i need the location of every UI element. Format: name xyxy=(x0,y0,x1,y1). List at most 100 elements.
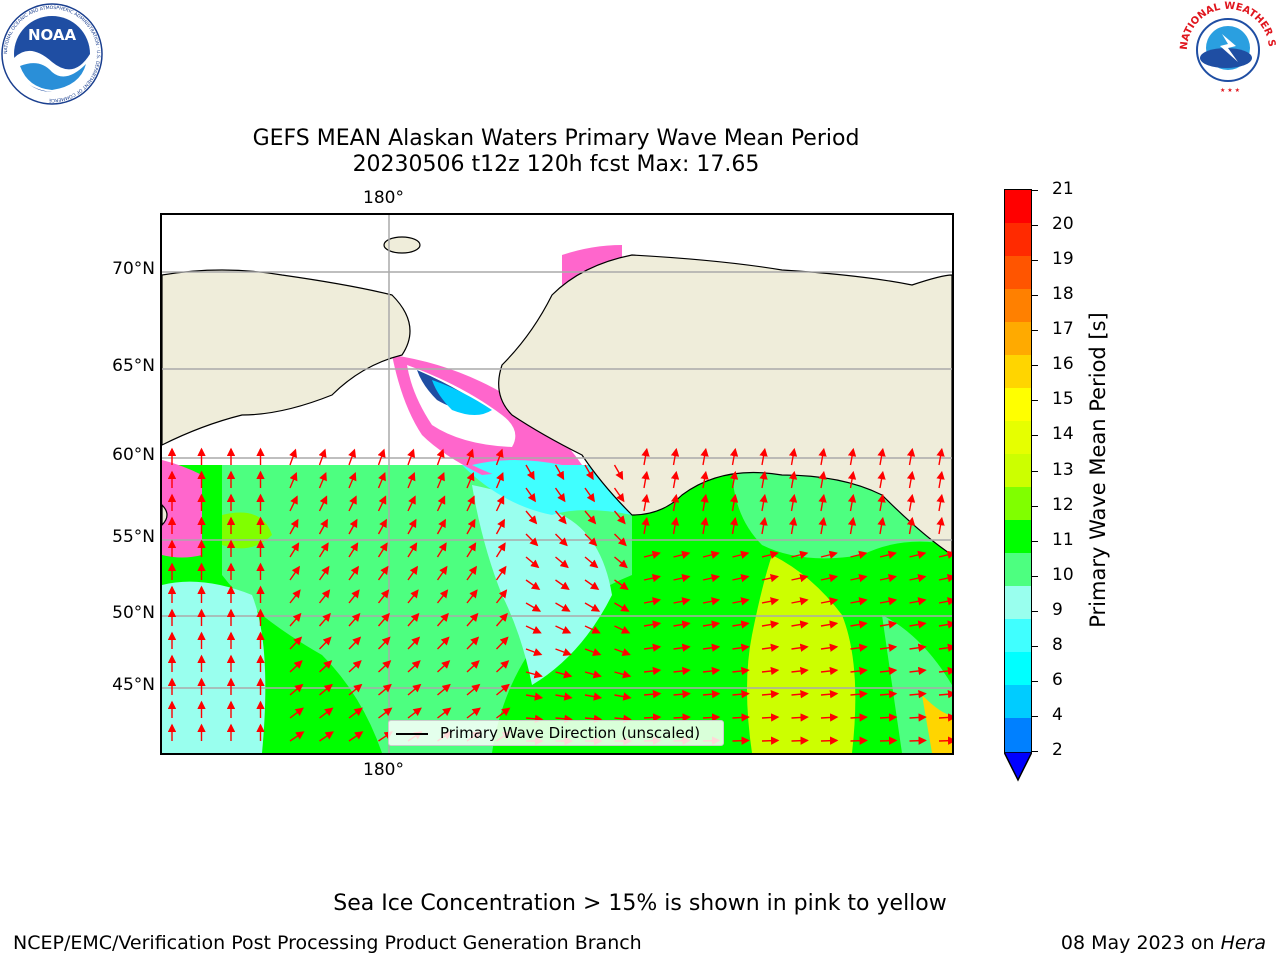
wave-direction-arrow xyxy=(879,620,898,629)
wave-direction-arrows xyxy=(167,447,952,746)
colorbar-tick-label: 9 xyxy=(1052,599,1063,620)
wave-direction-arrow xyxy=(788,493,798,512)
colorbar-segment xyxy=(1005,619,1031,653)
wave-direction-arrow xyxy=(700,447,709,466)
wave-direction-arrow xyxy=(936,516,945,535)
wave-direction-arrow xyxy=(818,493,827,512)
colorbar-tick-label: 15 xyxy=(1052,389,1074,410)
wave-direction-arrow xyxy=(936,447,945,466)
wave-direction-arrow xyxy=(319,731,334,742)
wave-direction-arrow xyxy=(378,707,393,719)
wave-direction-arrow xyxy=(289,683,304,696)
wave-direction-arrow xyxy=(938,620,952,629)
wave-direction-arrow xyxy=(496,683,510,696)
colorbar-tick-mark xyxy=(1032,365,1038,367)
wave-direction-arrow xyxy=(909,620,927,629)
wave-direction-arrow xyxy=(761,573,779,583)
wave-direction-arrow xyxy=(936,493,945,512)
wave-direction-arrow xyxy=(879,713,898,722)
wave-direction-arrow xyxy=(909,573,927,583)
colorbar-tick-label: 11 xyxy=(1052,529,1074,550)
wave-direction-arrow xyxy=(554,510,567,525)
colorbar-tick-label: 2 xyxy=(1052,740,1063,760)
wave-direction-arrow xyxy=(495,495,505,512)
wave-direction-arrow xyxy=(584,692,603,701)
wave-direction-arrow xyxy=(850,666,868,676)
wave-direction-arrow xyxy=(938,690,952,699)
wave-direction-arrow xyxy=(847,470,857,489)
colorbar-tick-label: 20 xyxy=(1052,214,1074,235)
wave-direction-arrow xyxy=(348,731,364,742)
wave-direction-arrow xyxy=(584,602,601,612)
wave-direction-arrow xyxy=(732,573,750,583)
wave-direction-arrow xyxy=(377,448,386,466)
wave-direction-arrow xyxy=(437,683,451,696)
wave-direction-arrow xyxy=(289,542,300,558)
wave-direction-arrow xyxy=(909,736,927,745)
wave-direction-arrow xyxy=(759,493,768,512)
wave-direction-arrow xyxy=(555,602,571,612)
wave-direction-arrow xyxy=(818,447,827,466)
wave-direction-arrow xyxy=(348,683,363,696)
lat-label-70n: 70°N xyxy=(112,259,155,279)
wave-direction-arrow xyxy=(641,470,650,489)
wave-direction-arrow xyxy=(670,516,680,535)
wave-direction-arrow xyxy=(820,620,839,629)
wave-direction-arrow xyxy=(614,670,632,679)
wave-direction-arrow xyxy=(318,542,329,558)
wave-direction-arrow xyxy=(466,471,475,489)
wave-direction-arrow xyxy=(820,573,838,583)
wave-direction-arrow xyxy=(584,464,594,481)
wave-direction-arrow xyxy=(700,516,709,535)
wave-direction-arrow xyxy=(818,470,827,489)
colorbar-segment xyxy=(1005,223,1031,257)
wave-direction-arrow xyxy=(584,714,603,723)
colorbar-tick-mark xyxy=(1032,751,1038,752)
wave-direction-arrow xyxy=(495,565,507,581)
wave-direction-arrow xyxy=(525,714,544,723)
wave-direction-arrow xyxy=(820,666,839,676)
wave-direction-arrow xyxy=(436,636,450,650)
wave-direction-arrow xyxy=(377,495,387,512)
wave-direction-arrow xyxy=(818,516,827,535)
colorbar-tick-label: 21 xyxy=(1052,179,1074,199)
colorbar-segment xyxy=(1005,454,1031,488)
wave-direction-arrow xyxy=(670,493,680,512)
wave-direction-arrow xyxy=(613,487,625,503)
wave-direction-arrow xyxy=(554,487,566,503)
wave-direction-arrow xyxy=(318,589,331,604)
run-date: 08 May 2023 on Hera xyxy=(1061,932,1266,954)
wave-direction-arrow xyxy=(643,666,662,676)
wave-direction-arrow xyxy=(938,736,952,745)
colorbar-tick-mark xyxy=(1032,680,1038,682)
wave-direction-arrow xyxy=(436,542,447,558)
wave-direction-arrow xyxy=(670,447,680,466)
wave-direction-arrow xyxy=(879,550,897,559)
wave-direction-arrow xyxy=(407,707,422,719)
wave-direction-arrow xyxy=(407,518,417,535)
wave-direction-arrow xyxy=(555,648,572,657)
wave-direction-arrow xyxy=(436,518,446,535)
wave-direction-arrow xyxy=(791,736,809,745)
wave-direction-arrow xyxy=(555,692,573,701)
wave-direction-arrow xyxy=(643,573,661,583)
colorbar-tick-label: 12 xyxy=(1052,494,1074,515)
wave-direction-arrow xyxy=(879,736,898,745)
wave-direction-arrow xyxy=(555,625,572,634)
wave-direction-arrow xyxy=(289,707,304,719)
wave-direction-arrow xyxy=(348,612,361,627)
wave-direction-arrow xyxy=(495,471,504,489)
wave-direction-arrow xyxy=(496,660,510,673)
wave-direction-arrow xyxy=(613,510,626,525)
colorbar-label: Primary Wave Mean Period [s] xyxy=(1086,312,1110,628)
colorbar-tick-mark xyxy=(1032,400,1038,402)
wave-direction-arrow xyxy=(791,690,809,699)
colorbar-tick-label: 16 xyxy=(1052,354,1074,375)
wave-direction-arrow xyxy=(791,620,809,629)
wave-direction-arrow xyxy=(909,643,927,652)
wave-direction-arrow xyxy=(879,597,898,606)
wave-direction-arrow xyxy=(820,643,839,652)
wave-direction-arrow xyxy=(791,713,809,722)
wave-direction-arrow xyxy=(525,556,540,569)
wave-direction-arrow xyxy=(850,597,868,606)
